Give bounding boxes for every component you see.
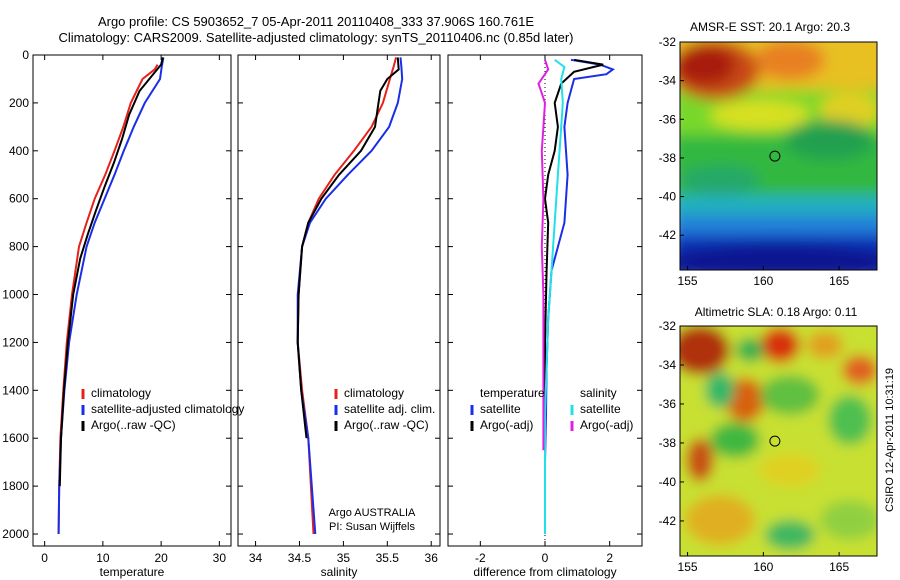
map-sla-ytick-label: -42 [659,514,677,528]
temperature-xtick-label: 0 [41,551,48,565]
temperature-legend-label: Argo(..raw -QC) [91,418,176,432]
map-sst-xtick-label: 165 [829,274,849,288]
difference-xtick-label: 0 [542,551,549,565]
salinity-annotation: Argo AUSTRALIA [329,507,416,519]
temperature-axes-frame [32,54,232,547]
map-sla-xtick-label: 155 [678,560,698,574]
difference-series-salinity-argo-adj- [537,59,550,451]
header-line2: Climatology: CARS2009. Satellite-adjuste… [59,30,574,45]
salinity-xtick-label: 35 [337,551,351,565]
map-sla-xtick-label: 165 [829,560,849,574]
temperature-legend-label: satellite-adjusted climatology [91,402,244,416]
difference-series-temperature-satellite [544,58,615,534]
temperature-ytick-label: 600 [9,192,29,206]
temperature-xlabel: temperature [100,565,165,579]
salinity-legend-label: Argo(..raw -QC) [344,418,429,432]
temperature-ytick-label: 800 [9,240,29,254]
salinity-legend-label: satellite adj. clim. [344,402,435,416]
temperature-ytick-label: 400 [9,144,29,158]
temperature-ytick-label: 1800 [2,479,29,493]
difference-xtick-label: -2 [475,551,486,565]
map-sla-ytick-label: -38 [659,436,677,450]
difference-series-temperature-argo-adj- [543,58,604,487]
sla-map-field [680,326,877,556]
temperature-ytick-label: 1600 [2,431,29,445]
temperature-ytick-label: 0 [22,48,29,62]
difference-legend-label: satellite [580,402,621,416]
temperature-ytick-label: 200 [9,96,29,110]
map-sst-ytick-label: -40 [659,190,677,204]
header-line1: Argo profile: CS 5903652_7 05-Apr-2011 2… [98,14,534,29]
salinity-annotation: PI: Susan Wijffels [329,521,415,533]
map-sst-float-marker [769,150,781,162]
map-sst-xtick-label: 160 [753,274,773,288]
map-sla-ytick-label: -34 [659,358,677,372]
salinity-axes-frame [237,54,441,547]
difference-legend-label: temperature [480,386,545,400]
map-sla-float-marker [769,435,781,447]
difference-xtick-label: 2 [606,551,613,565]
salinity-xtick-label: 36 [425,551,439,565]
sst-map-frame [679,41,878,271]
map-sst-ytick-label: -34 [659,74,677,88]
difference-xlabel: difference from climatology [473,565,616,579]
salinity-series-satellite-adj-clim- [296,57,404,535]
temperature-ytick-label: 1000 [2,288,29,302]
temperature-ytick-label: 2000 [2,527,29,541]
temperature-legend-label: climatology [91,386,151,400]
difference-legend-label: Argo(-adj) [580,418,633,432]
salinity-legend-label: climatology [344,386,404,400]
map-sla-ytick-label: -40 [659,475,677,489]
difference-series-salinity-satellite [544,58,566,534]
temperature-ytick-label: 1200 [2,335,29,349]
temperature-series-argo-raw-qc- [58,57,164,487]
temperature-xtick-label: 20 [154,551,168,565]
salinity-xtick-label: 34 [249,551,263,565]
map-sst-ytick-label: -42 [659,228,677,242]
salinity-xtick-label: 34.5 [288,551,312,565]
map-sla-ytick-label: -36 [659,397,677,411]
temperature-series-satellite-adjusted-climatology [57,57,165,535]
side-timestamp: CSIRO 12-Apr-2011 10:31:19 [884,368,896,512]
difference-legend-label: satellite [480,402,521,416]
difference-legend-label: Argo(-adj) [480,418,533,432]
difference-legend-label: salinity [580,386,617,400]
map-sst-xtick-label: 155 [678,274,698,288]
salinity-series-argo-raw-qc- [296,57,400,439]
salinity-xtick-label: 35.5 [376,551,400,565]
temperature-ytick-label: 1400 [2,383,29,397]
temperature-xtick-label: 30 [213,551,227,565]
map-sla-xtick-label: 160 [753,560,773,574]
sla-map-title: Altimetric SLA: 0.18 Argo: 0.11 [695,305,858,319]
temperature-xtick-label: 10 [96,551,110,565]
salinity-xlabel: salinity [321,565,358,579]
sst-map-field [680,42,877,270]
chart-marks: 0 10 20 30020040060080010001200140016001800… [2,35,849,579]
sst-map-title: AMSR-E SST: 20.1 Argo: 20.3 [690,20,850,34]
map-sst-ytick-label: -38 [659,151,677,165]
salinity-series-climatology [296,57,398,535]
map-sla-ytick-label: -32 [659,319,677,333]
map-sst-ytick-label: -32 [659,35,677,49]
map-sst-ytick-label: -36 [659,112,677,126]
sla-map-frame [679,325,878,557]
